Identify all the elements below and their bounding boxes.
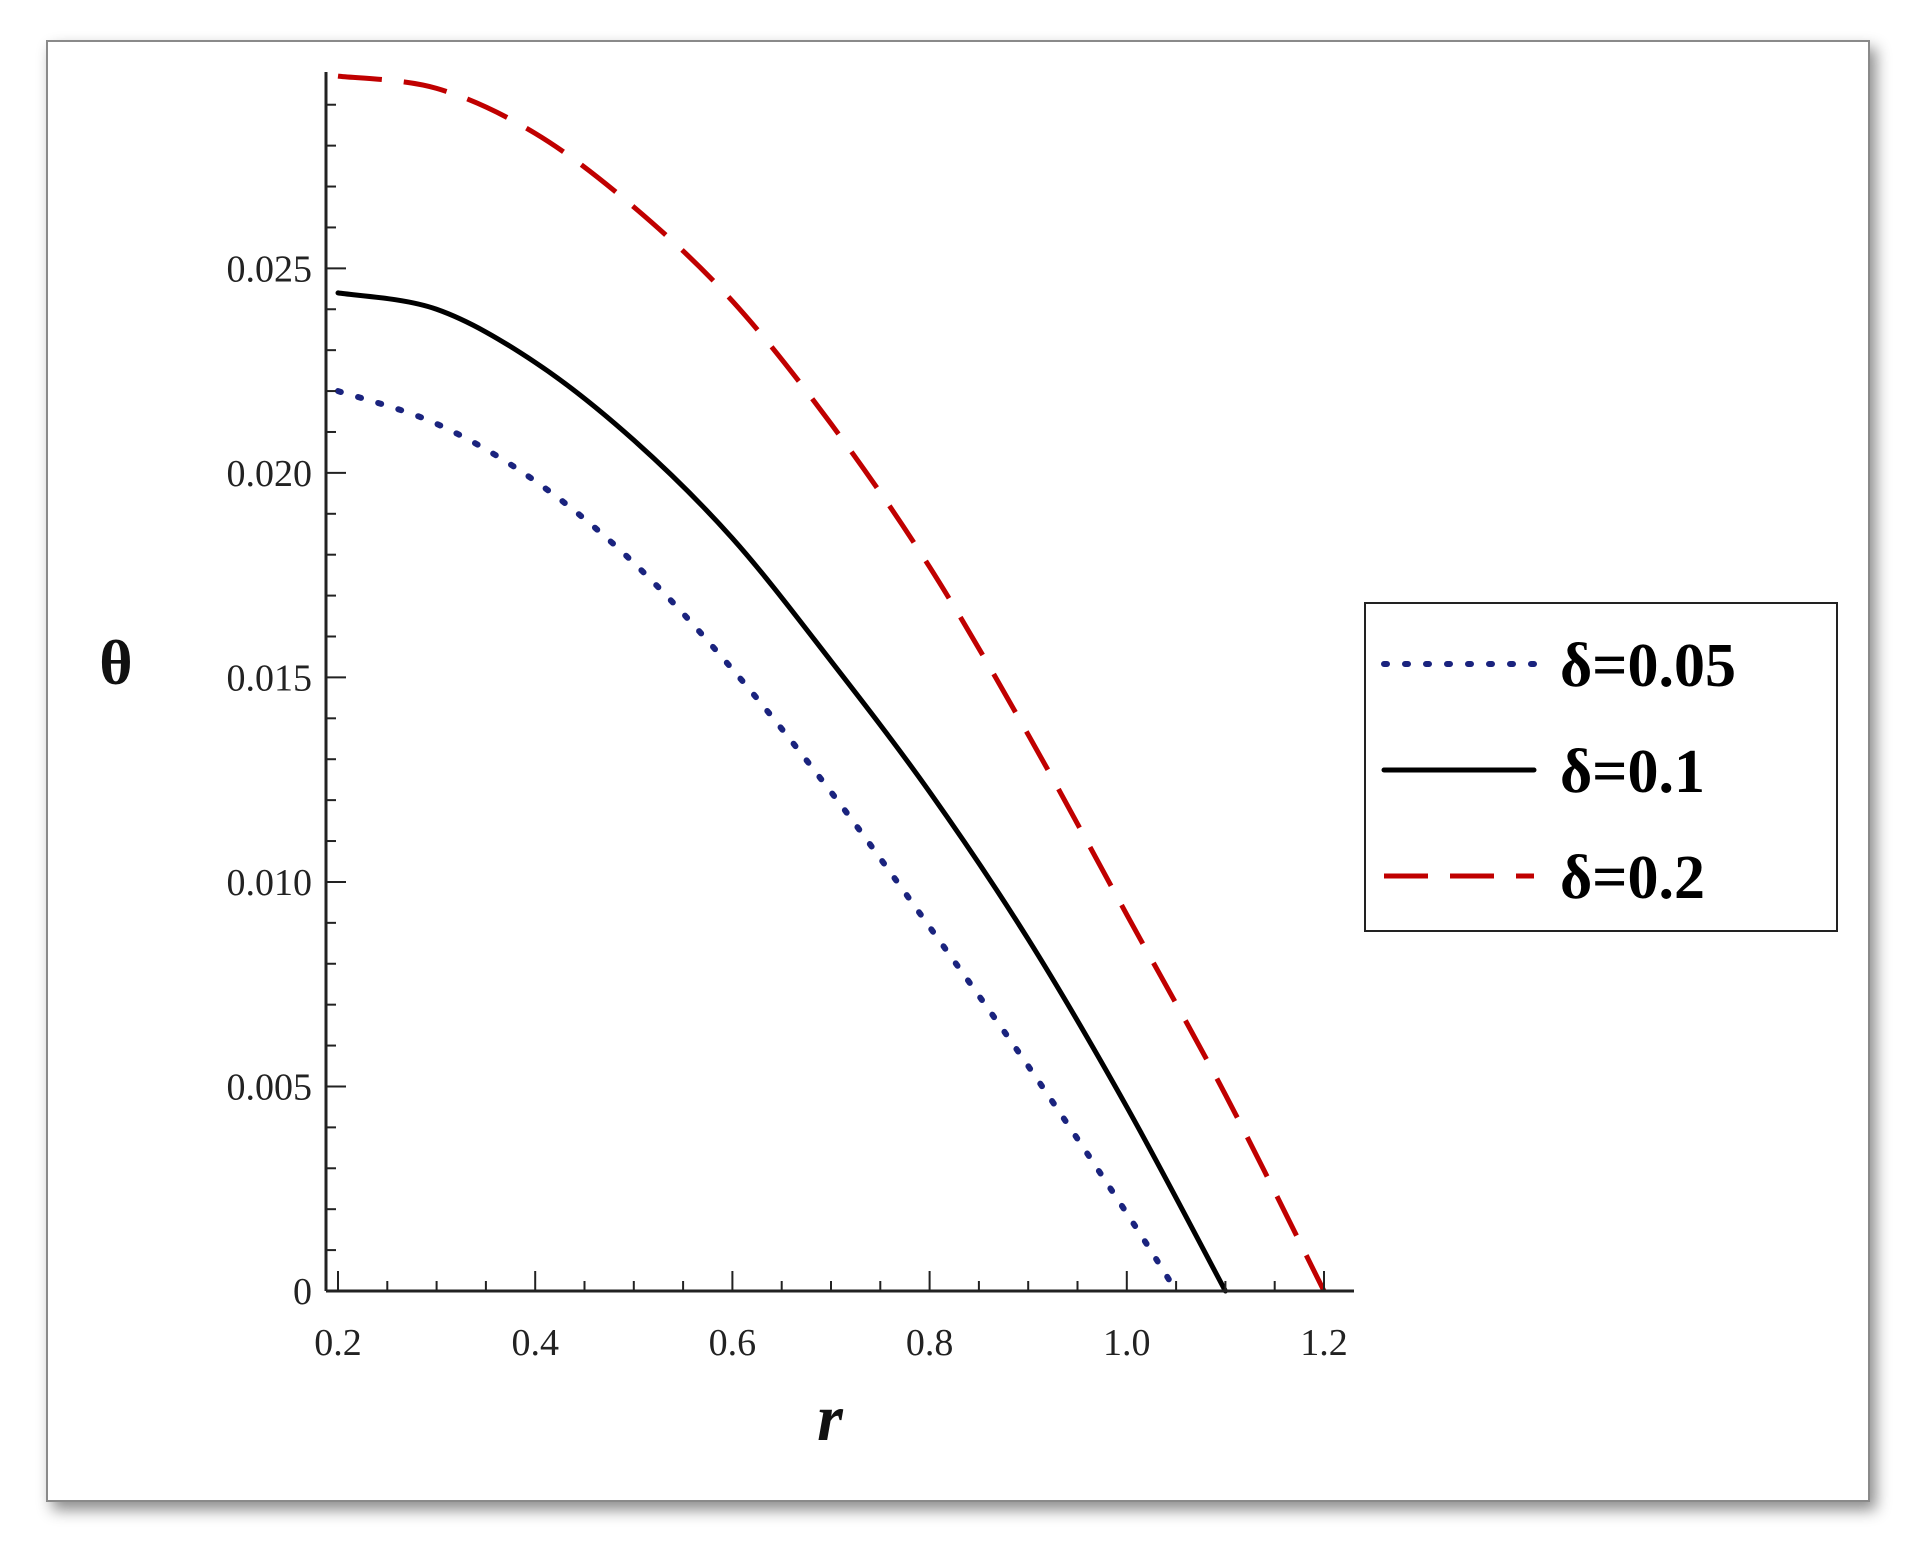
legend: δ=0.05 δ=0.1 δ=0.2 (1364, 602, 1838, 932)
x-tick-label: 0.6 (709, 1322, 757, 1364)
axes: 0 0.005 0.010 0.015 0.020 0.025 0.2 0.4 0.6 0.8 1.… (227, 72, 1354, 1364)
figure-frame: 0 0.005 0.010 0.015 0.020 0.025 0.2 0.4 0.6 0.8 1.… (46, 40, 1870, 1502)
legend-label-1: δ=0.05 (1560, 632, 1736, 700)
x-tick-label: 1.0 (1103, 1322, 1151, 1364)
x-tick-label: 0.4 (511, 1322, 559, 1364)
y-tick-label: 0.020 (227, 453, 313, 495)
legend-label-3: δ=0.2 (1560, 844, 1705, 912)
x-axis-title: r (817, 1382, 844, 1455)
series-line-3 (337, 73, 1327, 1293)
curves (335, 73, 1327, 1294)
x-tick-label: 0.8 (906, 1322, 954, 1364)
y-axis-title: θ (99, 627, 132, 698)
x-tick-label: 0.2 (314, 1322, 362, 1364)
y-tick-label: 0.005 (227, 1066, 313, 1108)
y-tick-label: 0 (293, 1271, 312, 1313)
series-line-2 (335, 290, 1228, 1294)
y-tick-label: 0.025 (227, 248, 313, 290)
y-tick-label: 0.010 (227, 862, 313, 904)
series-line-1 (335, 388, 1180, 1294)
line-chart: 0 0.005 0.010 0.015 0.020 0.025 0.2 0.4 0.6 0.8 1.… (99, 72, 1354, 1455)
y-tick-label: 0.015 (227, 657, 313, 699)
x-tick-label: 1.2 (1300, 1322, 1348, 1364)
legend-label-2: δ=0.1 (1560, 738, 1705, 806)
